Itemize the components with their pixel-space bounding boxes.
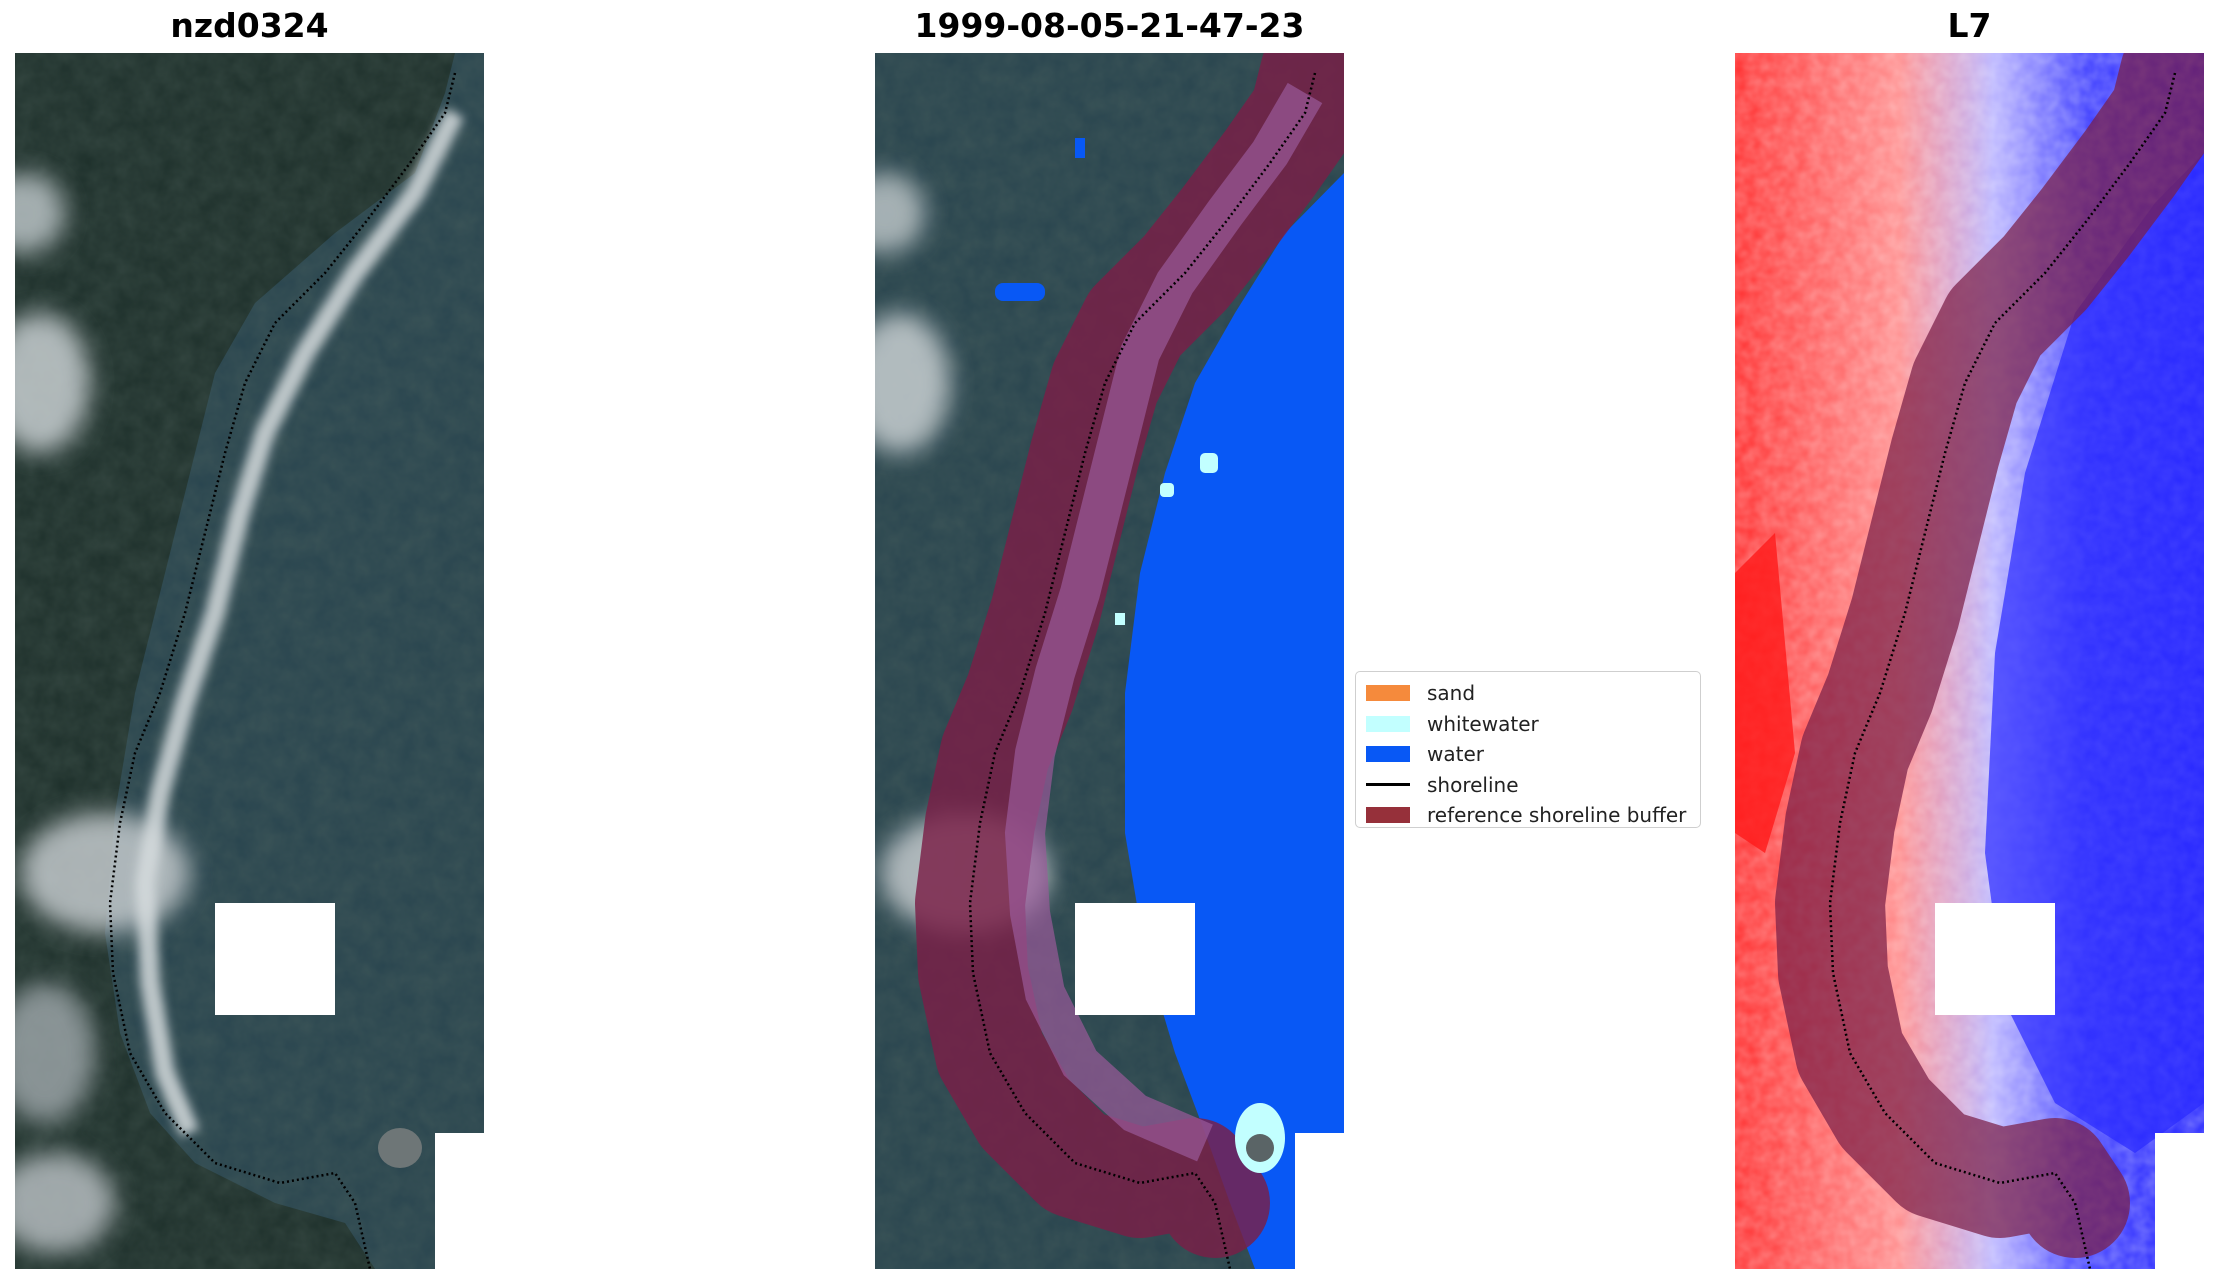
legend-label: shoreline [1427,772,1519,797]
legend-swatch-reference-buffer [1366,807,1410,824]
legend-item-shoreline: shoreline [1366,770,1690,801]
legend: sand whitewater water shoreline referenc… [1355,671,1701,828]
legend-swatch-sand [1366,685,1410,702]
legend-item-water: water [1366,739,1690,770]
rgb-image-panel [15,53,484,1269]
legend-swatch-water [1366,746,1410,763]
panel-title-rgb: nzd0324 [170,6,329,45]
legend-label: sand [1427,681,1476,706]
legend-swatch-whitewater [1366,715,1410,732]
panel-title-index: L7 [1947,6,1992,45]
legend-item-sand: sand [1366,678,1690,709]
legend-label: reference shoreline buffer [1427,803,1687,828]
classified-image-panel [875,53,1344,1269]
nodata-mask [215,903,335,1015]
legend-line-shoreline [1366,783,1410,787]
panel-title-classified: 1999-08-05-21-47-23 [914,6,1305,45]
legend-item-reference-buffer: reference shoreline buffer [1366,800,1690,831]
legend-label: whitewater [1427,711,1539,736]
legend-label: water [1427,742,1484,767]
water-class-patch [995,283,1045,301]
nodata-mask-corner [435,1133,484,1269]
legend-item-whitewater: whitewater [1366,709,1690,740]
whitewater-band [134,108,464,1137]
index-image-panel [1735,53,2204,1269]
rock-outcrop [378,1128,422,1168]
